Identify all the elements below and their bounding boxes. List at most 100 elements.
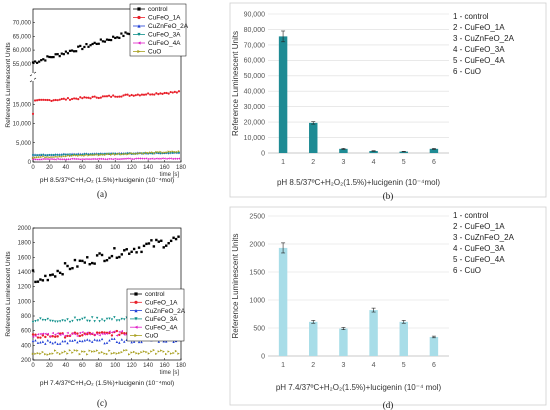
legend-entry: 6 - CuO — [453, 266, 481, 275]
data-point — [91, 157, 94, 161]
data-point — [98, 333, 101, 337]
data-point — [81, 317, 84, 321]
data-point — [86, 338, 89, 341]
x-axis-label: pH 7.4/37ºC+H₂O₂(1.5%)+lucigenin (10⁻⁴ m… — [276, 383, 442, 392]
data-point — [171, 157, 174, 160]
x-tick-label: 20 — [46, 165, 53, 171]
data-point — [103, 332, 106, 336]
data-point — [50, 156, 53, 159]
data-point — [70, 157, 74, 160]
data-point — [123, 340, 126, 343]
data-point — [58, 98, 61, 101]
data-point — [110, 331, 114, 334]
data-point — [66, 153, 70, 156]
data-point — [116, 158, 119, 161]
data-point — [112, 94, 115, 97]
data-point — [118, 36, 121, 39]
x-tick-label: 180 — [176, 363, 187, 369]
data-point — [107, 157, 111, 161]
data-point — [49, 319, 52, 322]
data-point — [165, 244, 168, 247]
y-tick-label: 1400 — [18, 270, 32, 276]
data-point — [36, 280, 40, 283]
data-point — [68, 49, 72, 52]
data-point — [58, 352, 62, 356]
data-point — [140, 340, 143, 344]
data-point — [77, 45, 80, 48]
data-point — [126, 93, 129, 96]
data-point — [147, 92, 150, 95]
y-tick-label: 400 — [21, 343, 32, 349]
data-point — [34, 352, 37, 355]
x-axis-label: pH 8.5/37ºC+H₂O₂ (1.5%)+lucigenin (10⁻⁴m… — [40, 177, 174, 184]
data-point — [171, 151, 174, 155]
data-point — [99, 153, 102, 156]
data-point — [95, 42, 98, 46]
data-point — [40, 155, 43, 159]
series-control — [31, 235, 180, 284]
panel-d-bar: 0 500 1000 1500 2000 2500 1 2 3 4 5 6 Reference Lumi… — [231, 211, 515, 392]
x-axis-unit: time [s] — [160, 370, 180, 376]
data-point — [73, 349, 77, 352]
data-point — [132, 94, 135, 97]
data-point — [112, 158, 115, 161]
data-point — [76, 334, 79, 338]
data-point — [177, 235, 180, 238]
data-point — [51, 341, 54, 345]
data-point — [63, 334, 67, 338]
data-point — [42, 155, 45, 158]
data-point — [157, 157, 160, 160]
data-point — [114, 95, 117, 98]
data-point — [48, 55, 51, 59]
y-tick-label: 55,000 — [13, 62, 32, 68]
data-point — [161, 157, 164, 160]
data-point — [77, 157, 80, 161]
data-point — [83, 261, 86, 264]
data-point — [151, 151, 154, 154]
y-tick-label: 200 — [21, 358, 32, 364]
data-point — [46, 353, 49, 356]
data-point — [157, 93, 160, 96]
data-point — [66, 154, 70, 157]
legend-marker — [134, 317, 138, 321]
data-point — [86, 319, 89, 323]
data-point — [41, 279, 45, 282]
data-point — [100, 332, 104, 335]
data-point — [93, 350, 96, 353]
data-point — [39, 278, 42, 281]
data-point — [118, 319, 121, 322]
y-tick-label: 40,000 — [244, 89, 266, 96]
data-point — [66, 341, 69, 345]
data-point — [44, 352, 47, 356]
y-tick-label: 1800 — [18, 241, 32, 247]
legend-entry: 4 - CuFeO_3A — [453, 45, 505, 54]
legend-d: 1 - control 2 - CuFeO_1A 3 - CuZnFeO_2A 4 -… — [453, 211, 515, 275]
data-point — [95, 158, 98, 161]
legend-marker — [134, 309, 138, 313]
data-point — [68, 154, 72, 158]
data-point — [128, 353, 131, 356]
data-point — [108, 330, 111, 333]
data-point — [31, 61, 35, 64]
data-point — [44, 98, 47, 102]
data-point — [118, 341, 121, 344]
data-point — [151, 152, 154, 156]
data-point — [114, 152, 117, 156]
data-point — [88, 339, 91, 342]
data-point — [39, 332, 42, 336]
data-point — [99, 96, 102, 99]
data-point — [60, 155, 63, 158]
x-tick-label: 120 — [127, 363, 138, 369]
data-point — [134, 157, 137, 160]
legend-marker — [137, 41, 141, 45]
data-point — [73, 258, 77, 262]
series-cuo — [31, 348, 180, 356]
legend-entry: 1 - control — [453, 211, 489, 220]
y-tick-label: 60,000 — [13, 48, 32, 54]
data-point — [86, 256, 89, 259]
x-axis-label: pH 7.4/37ºC+H₂O₂ (1.5%)+lucigenin (10⁻⁴m… — [40, 380, 174, 387]
data-point — [46, 155, 49, 159]
data-point — [125, 248, 128, 251]
data-point — [118, 95, 121, 98]
data-point — [81, 157, 84, 161]
